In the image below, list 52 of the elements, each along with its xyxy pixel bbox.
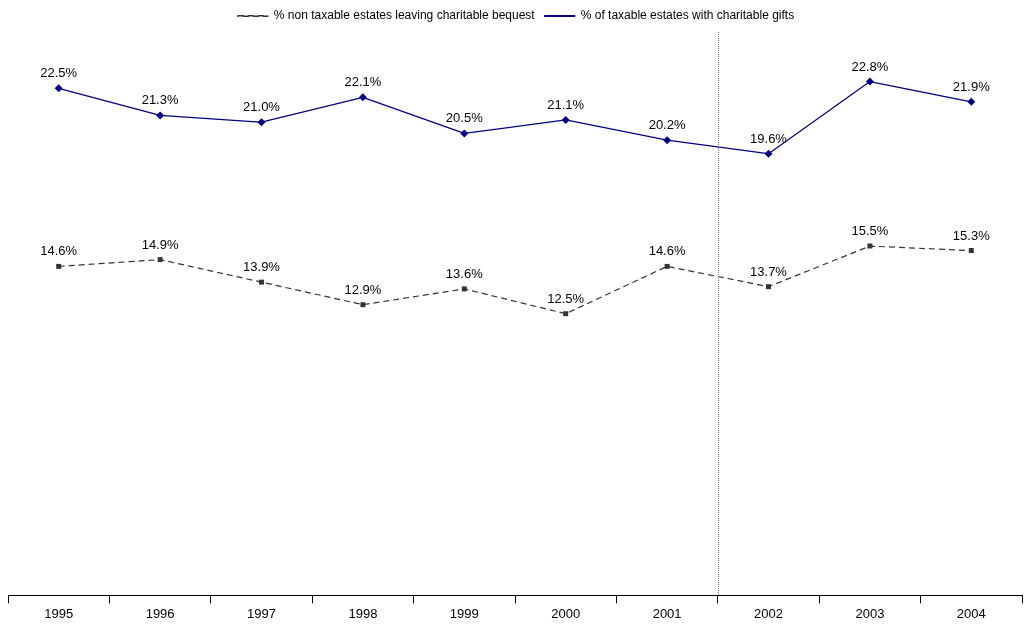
data-label: 15.5% (851, 223, 889, 239)
data-label: 14.6% (648, 243, 686, 259)
data-label: 12.5% (547, 290, 585, 306)
x-tick-label: 2003 (855, 605, 885, 621)
point (56, 263, 62, 269)
data-label: 22.1% (344, 74, 382, 90)
data-label: 19.6% (750, 130, 788, 146)
data-label: 22.8% (851, 58, 889, 74)
x-tick-label: 2000 (551, 605, 581, 621)
point (563, 311, 569, 317)
point (461, 286, 467, 292)
point (259, 279, 264, 285)
point (360, 302, 366, 308)
point (865, 77, 874, 86)
point (460, 129, 469, 138)
x-tick-label: 1996 (145, 605, 175, 621)
data-label: 14.9% (141, 236, 179, 252)
point (967, 97, 976, 106)
data-label: 21.1% (547, 96, 585, 112)
data-label: 20.5% (445, 110, 484, 126)
legend-label: % non taxable estates leaving charitable bequest (273, 8, 536, 23)
point (358, 93, 367, 102)
x-tick-label: 2002 (754, 605, 783, 621)
data-label: 15.3% (952, 227, 991, 243)
x-tick-label: 1995 (44, 605, 74, 621)
x-tick-label: 2001 (652, 605, 682, 621)
data-label: 13.9% (243, 259, 281, 275)
point (766, 284, 771, 290)
x-tick-label: 1999 (449, 605, 479, 621)
point (664, 263, 670, 269)
data-label: 21.0% (243, 99, 281, 115)
point (968, 248, 974, 254)
point (561, 115, 570, 124)
data-label: 13.6% (445, 265, 484, 281)
data-label: 12.9% (344, 281, 382, 297)
x-tick-label: 2004 (956, 605, 986, 621)
point (157, 257, 163, 263)
data-label: 21.3% (141, 92, 179, 108)
point (156, 111, 165, 120)
legend-label: % of taxable estates with charitable gifts (580, 8, 795, 23)
data-label: 13.7% (750, 263, 788, 279)
point (764, 149, 773, 158)
data-label: 22.5% (40, 65, 78, 81)
x-tick-label: 1998 (348, 605, 378, 621)
point (54, 84, 63, 93)
point (663, 136, 672, 145)
point (257, 118, 266, 127)
data-label: 14.6% (40, 243, 78, 259)
data-label: 21.9% (952, 78, 991, 94)
point (867, 243, 873, 249)
data-label: 20.2% (648, 117, 686, 133)
x-tick-label: 1997 (247, 605, 276, 621)
